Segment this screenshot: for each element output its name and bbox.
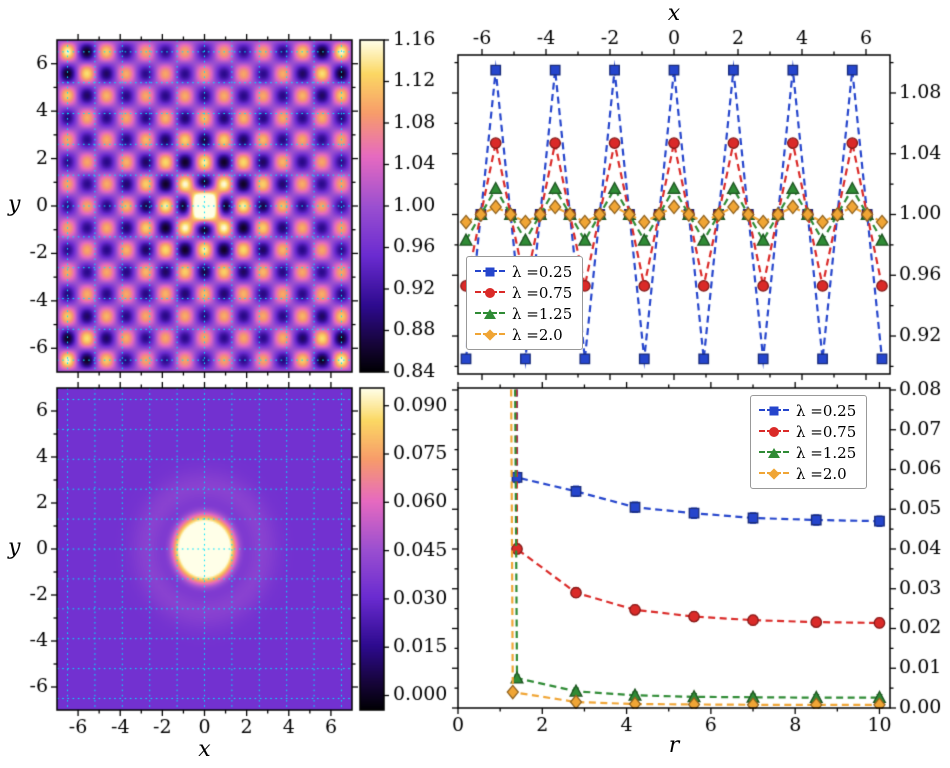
legend-item: λ =2.0 xyxy=(475,325,572,344)
bottom-left-y-axis-title: y xyxy=(8,535,21,560)
diamond-marker-icon xyxy=(759,467,789,480)
legend-item: λ =1.25 xyxy=(475,304,573,323)
bottom-left-x-axis-title: x xyxy=(198,737,211,762)
legend-label: λ =0.25 xyxy=(796,401,857,420)
legend-label: λ =1.25 xyxy=(796,443,857,462)
legend-item: λ =2.0 xyxy=(759,464,856,483)
circle-marker-icon xyxy=(759,425,789,438)
circle-marker-icon xyxy=(475,286,505,299)
top-left-y-axis-title: y xyxy=(8,192,21,217)
legend-item: λ =0.25 xyxy=(759,401,857,420)
diamond-marker-icon xyxy=(475,328,505,341)
square-marker-icon xyxy=(475,265,505,278)
triangle-marker-icon xyxy=(475,307,505,320)
square-marker-icon xyxy=(759,404,789,417)
triangle-marker-icon xyxy=(759,446,789,459)
legend-label: λ =1.25 xyxy=(512,304,573,323)
legend-label: λ =2.0 xyxy=(796,464,847,483)
legend-item: λ =0.25 xyxy=(475,262,573,281)
legend-label: λ =2.0 xyxy=(512,325,563,344)
bottom-right-x-axis-title: r xyxy=(668,733,680,758)
legend-label: λ =0.25 xyxy=(512,262,573,281)
legend-label: λ =0.75 xyxy=(796,422,857,441)
legend-label: λ =0.75 xyxy=(512,283,573,302)
legend-item: λ =0.75 xyxy=(759,422,857,441)
top-right-x-axis-title: x xyxy=(667,1,681,26)
legend-item: λ =0.75 xyxy=(475,283,573,302)
legend-bottom-right-panel: λ =0.25 λ =0.75 λ =1.25 λ =2.0 xyxy=(750,395,868,489)
legend-top-right-panel: λ =0.25 λ =0.75 λ =1.25 λ =2.0 xyxy=(466,256,584,350)
legend-item: λ =1.25 xyxy=(759,443,857,462)
